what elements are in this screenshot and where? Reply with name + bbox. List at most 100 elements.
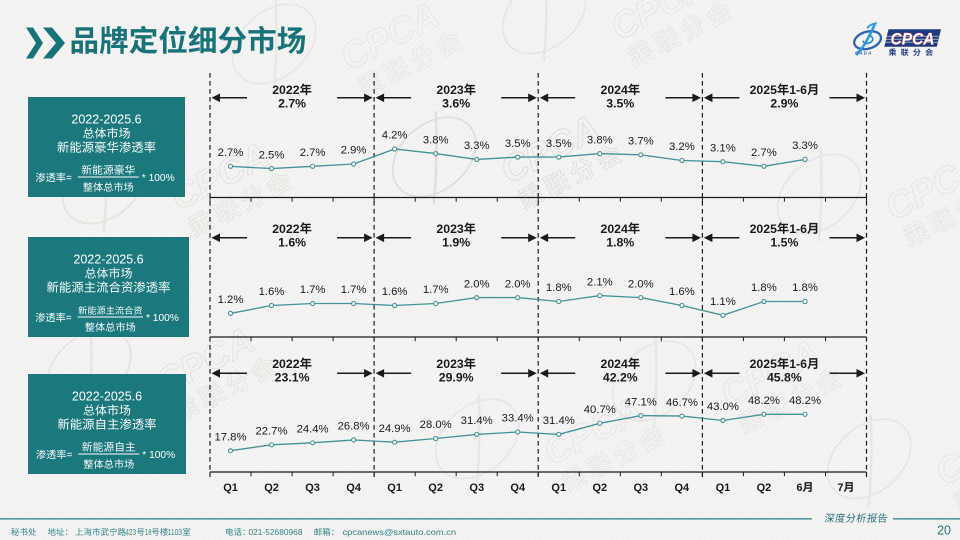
svg-text:31.4%: 31.4% [543,415,575,427]
svg-text:33.4%: 33.4% [502,413,534,425]
svg-text:Q1: Q1 [716,482,731,494]
svg-text:3.2%: 3.2% [669,141,695,153]
svg-text:Q4: Q4 [510,482,526,494]
svg-text:CPCA: CPCA [891,29,935,48]
svg-text:2024: 2024 [601,357,629,371]
svg-text:Q3: Q3 [305,482,320,494]
svg-text:1.2%: 1.2% [218,294,244,306]
svg-text:Q4: Q4 [675,482,691,494]
svg-text:2022: 2022 [272,222,300,236]
svg-text:40.7%: 40.7% [584,404,616,416]
svg-text:1.6%: 1.6% [278,235,306,249]
svg-text:47.1%: 47.1% [625,396,657,408]
svg-text:CPCA: CPCA [929,409,960,493]
svg-text:24.4%: 24.4% [297,424,329,436]
svg-text:3.8%: 3.8% [587,134,613,146]
svg-text:* 100%: * 100% [142,450,175,461]
svg-text:2.0%: 2.0% [464,278,490,290]
svg-text:1-6: 1-6 [789,222,807,236]
svg-text:6: 6 [796,482,802,494]
svg-text:2023: 2023 [436,83,464,97]
svg-text:43.0%: 43.0% [707,401,739,413]
svg-text:2024: 2024 [601,222,629,236]
svg-text:2.7%: 2.7% [278,97,306,111]
svg-text:31.4%: 31.4% [461,415,493,427]
svg-text:Q1: Q1 [551,482,566,494]
svg-text:Q2: Q2 [757,482,772,494]
svg-text:1.8%: 1.8% [546,282,572,294]
svg-text:2025: 2025 [750,83,778,97]
svg-text:1103: 1103 [168,527,183,537]
svg-text:2022-2025.6: 2022-2025.6 [73,252,143,266]
svg-text:Q1: Q1 [223,482,238,494]
svg-text:2023: 2023 [436,222,464,236]
svg-text:48.2%: 48.2% [789,395,821,407]
svg-text:24.9%: 24.9% [379,423,411,435]
svg-text:3.7%: 3.7% [628,136,654,148]
svg-text:Q3: Q3 [634,482,649,494]
svg-text:=: = [66,313,72,324]
svg-text:3.5%: 3.5% [505,138,531,150]
svg-text:3.3%: 3.3% [792,140,818,152]
svg-text:2.7%: 2.7% [218,147,244,159]
svg-text:2.9%: 2.9% [770,97,798,111]
svg-text:3.6%: 3.6% [442,97,470,111]
svg-text:3.8%: 3.8% [423,134,449,146]
svg-text:Q4: Q4 [346,482,362,494]
svg-text:2022-2025.6: 2022-2025.6 [72,389,142,403]
svg-text:1.7%: 1.7% [300,284,326,296]
svg-text:1.1%: 1.1% [710,296,736,308]
svg-text:021-52680968: 021-52680968 [249,527,303,537]
svg-text:2023: 2023 [436,357,464,371]
svg-text:2025: 2025 [750,357,778,371]
svg-text:2.5%: 2.5% [259,149,285,161]
svg-text:1.6%: 1.6% [382,286,408,298]
svg-text:1.7%: 1.7% [423,284,449,296]
svg-text:1-6: 1-6 [789,357,807,371]
svg-text:28.0%: 28.0% [420,419,452,431]
svg-text:CADA: CADA [855,50,872,55]
svg-text:3.3%: 3.3% [464,140,490,152]
svg-text:1.7%: 1.7% [341,284,367,296]
svg-text:1.8%: 1.8% [606,235,634,249]
svg-text:23.1%: 23.1% [275,371,310,385]
svg-text:48.2%: 48.2% [748,395,780,407]
svg-text:17.8%: 17.8% [214,431,246,443]
svg-text:3.5%: 3.5% [606,97,634,111]
svg-text:2022: 2022 [272,83,300,97]
svg-text:1-6: 1-6 [789,83,807,97]
svg-text:2025: 2025 [750,222,778,236]
svg-text:Q2: Q2 [593,482,608,494]
svg-text:42.2%: 42.2% [603,371,638,385]
svg-text:1.6%: 1.6% [259,286,285,298]
svg-text:2.9%: 2.9% [341,145,367,157]
svg-text:20: 20 [937,523,951,537]
svg-text:* 100%: * 100% [142,173,175,184]
svg-text:4.2%: 4.2% [382,130,408,142]
svg-text:2.0%: 2.0% [628,278,654,290]
svg-text:2.0%: 2.0% [505,278,531,290]
svg-text:Q2: Q2 [428,482,443,494]
svg-text:2022: 2022 [272,357,300,371]
svg-text:1.5%: 1.5% [770,235,798,249]
svg-text:3.5%: 3.5% [546,138,572,150]
svg-text:2.7%: 2.7% [751,147,777,159]
svg-text:26.8%: 26.8% [338,421,370,433]
svg-text:Q3: Q3 [469,482,484,494]
svg-text:cpcanews@sxtauto.com.cn: cpcanews@sxtauto.com.cn [343,527,457,537]
svg-text:1.9%: 1.9% [442,235,470,249]
svg-text:1.8%: 1.8% [751,282,777,294]
svg-text:46.7%: 46.7% [666,397,698,409]
svg-text:423: 423 [125,527,136,537]
svg-text:=: = [66,173,72,184]
svg-text:Q2: Q2 [264,482,279,494]
svg-text:1.8%: 1.8% [792,282,818,294]
svg-text:7: 7 [837,482,843,494]
svg-text:22.7%: 22.7% [255,426,287,438]
svg-text:2024: 2024 [601,83,629,97]
svg-text:3.1%: 3.1% [710,142,736,154]
svg-text:1.6%: 1.6% [669,286,695,298]
svg-text:45.8%: 45.8% [767,371,802,385]
svg-text:CPCA: CPCA [879,144,960,228]
svg-text:=: = [67,450,73,461]
